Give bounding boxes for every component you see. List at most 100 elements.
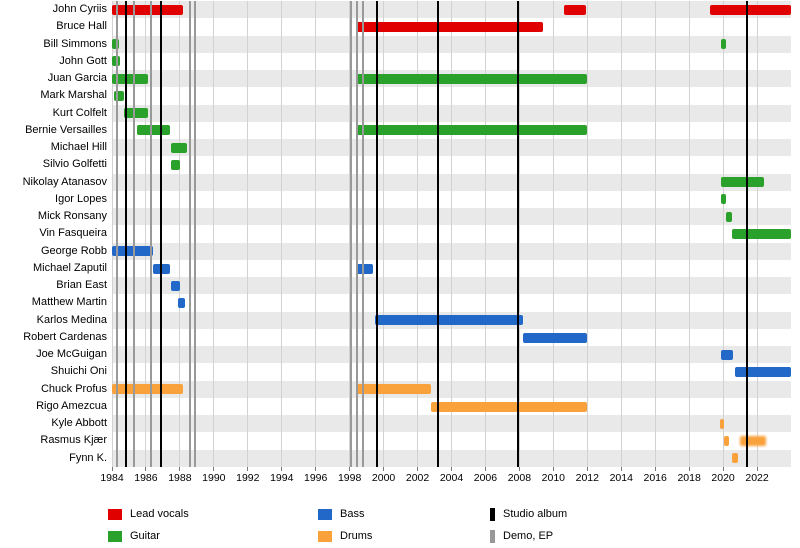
legend-item-bass: Bass	[318, 506, 364, 522]
year-gridline	[722, 1, 724, 467]
timeline-bar-drums	[356, 384, 432, 395]
timeline-bar-guitar	[112, 39, 119, 50]
member-label: Nikolay Atanasov	[22, 175, 107, 188]
axis-tick-label: 1998	[337, 472, 362, 484]
demo-ep-swatch	[490, 529, 495, 543]
legend-item-lead-vocals: Lead vocals	[108, 506, 189, 522]
member-label: Brian East	[56, 279, 107, 292]
timeline-bar-guitar	[732, 229, 791, 239]
year-gridline	[247, 1, 249, 467]
member-label: Robert Cardenas	[23, 330, 107, 343]
axis-tick-label: 1990	[202, 472, 226, 484]
demo-ep-line	[350, 1, 353, 467]
year-gridline	[315, 1, 317, 467]
axis-tick-label: 2006	[473, 472, 498, 484]
member-label: John Gott	[59, 54, 107, 67]
year-gridline	[451, 1, 452, 467]
axis-tick-mark	[179, 467, 181, 471]
member-label: Bruce Hall	[56, 20, 107, 33]
member-label: Igor Lopes	[55, 192, 107, 205]
year-gridline	[518, 1, 520, 467]
member-label: Michael Zaputil	[33, 261, 107, 274]
timeline-bar-lead_vocals	[356, 21, 544, 32]
demo-ep-line	[150, 1, 153, 467]
axis-tick-mark	[518, 467, 520, 471]
legend-item-guitar: Guitar	[108, 528, 160, 544]
studio-album-line	[160, 1, 163, 467]
timeline-bar-bass	[734, 367, 791, 378]
timeline-bar-guitar	[171, 159, 180, 170]
legend-label: Lead vocals	[130, 508, 189, 520]
axis-tick-label: 2008	[507, 472, 532, 484]
timeline-bar-guitar	[726, 211, 733, 222]
member-label: Bernie Versailles	[25, 123, 107, 136]
axis-tick-label: 2018	[677, 472, 701, 484]
timeline-bar-guitar	[720, 39, 726, 50]
timeline-bar-guitar	[112, 73, 148, 84]
year-gridline	[417, 1, 419, 467]
timeline-bar-guitar	[356, 125, 588, 136]
axis-tick-label: 2012	[575, 472, 599, 484]
timeline-bar-bass	[356, 263, 374, 274]
demo-ep-line	[362, 1, 365, 467]
timeline-bar-bass	[721, 349, 734, 360]
year-gridline	[586, 1, 588, 467]
member-label: Vin Fasqueira	[39, 227, 107, 240]
axis-tick-label: 1988	[168, 472, 192, 484]
timeline-bar-bass	[178, 298, 185, 309]
timeline-bar-bass	[112, 246, 153, 257]
legend-item-studio-album: Studio album	[490, 506, 567, 522]
year-gridline	[383, 1, 385, 467]
demo-ep-line	[356, 1, 359, 467]
lead-vocals-swatch	[108, 508, 122, 520]
axis-tick-label: 1996	[304, 472, 328, 484]
demo-ep-line	[189, 1, 192, 467]
demo-ep-line	[116, 1, 119, 467]
legend-label: Demo, EP	[503, 530, 554, 542]
timeline-bar-drums	[723, 436, 730, 447]
axis-tick-mark	[349, 467, 351, 471]
timeline-bar-drums	[731, 453, 738, 464]
year-gridline	[620, 1, 622, 467]
timeline-bar-drums	[112, 384, 184, 395]
member-label: Mark Marshal	[40, 89, 107, 102]
timeline-bar-bass	[375, 315, 523, 326]
year-gridline	[145, 1, 147, 467]
axis-tick-mark	[620, 467, 622, 471]
axis-tick-mark	[484, 467, 486, 471]
member-label: Mick Ronsany	[37, 210, 107, 223]
member-label: John Cyriis	[52, 3, 107, 15]
member-label: Fynn K.	[69, 451, 107, 464]
timeline-bar-bass	[171, 280, 180, 291]
axis-tick-label: 2010	[541, 472, 566, 484]
axis-tick-mark	[756, 467, 758, 471]
timeline-bar-guitar	[171, 142, 187, 153]
studio-album-line	[516, 1, 519, 467]
member-label: Shuichi Oni	[50, 365, 107, 378]
axis-tick-label: 1994	[270, 472, 294, 484]
year-gridline	[654, 1, 656, 467]
axis-tick-mark	[417, 467, 419, 471]
member-label: Karlos Medina	[36, 313, 107, 326]
member-label: Rasmus Kjær	[40, 434, 107, 447]
legend-item-demo-ep: Demo, EP	[490, 528, 553, 544]
timeline-bar-guitar	[123, 108, 148, 119]
axis-tick-mark	[383, 467, 385, 471]
member-label: Silvio Golfetti	[42, 158, 107, 171]
demo-ep-line	[133, 1, 136, 467]
axis-tick-mark	[247, 467, 249, 471]
timeline-bar-guitar	[137, 125, 170, 136]
legend-label: Studio album	[503, 508, 568, 520]
studio-album-swatch	[490, 507, 495, 521]
axis-tick-mark	[281, 467, 283, 471]
year-gridline	[111, 1, 113, 467]
member-label: George Robb	[40, 244, 107, 257]
axis-tick-label: 1984	[100, 472, 124, 484]
axis-tick-label: 1992	[236, 472, 260, 484]
timeline-bar-lead_vocals	[709, 4, 791, 15]
axis-tick-label: 2004	[439, 472, 464, 484]
member-label: Joe McGuigan	[36, 348, 107, 361]
axis-tick-label: 2014	[609, 472, 633, 484]
axis-tick-mark	[451, 467, 452, 471]
